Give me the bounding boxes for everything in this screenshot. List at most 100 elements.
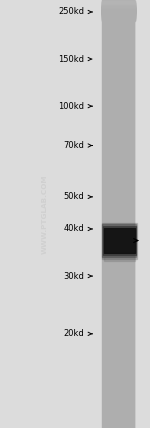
Bar xyxy=(102,9,135,19)
Bar xyxy=(102,6,135,16)
Bar xyxy=(103,0,117,428)
Bar xyxy=(102,9,135,20)
Bar xyxy=(103,0,122,428)
Bar xyxy=(102,224,136,257)
Bar xyxy=(103,0,123,428)
Bar xyxy=(103,0,116,428)
Bar xyxy=(102,9,135,20)
Bar xyxy=(103,0,109,428)
Bar xyxy=(103,0,126,428)
Bar xyxy=(103,0,123,428)
Bar xyxy=(103,0,130,428)
Bar xyxy=(102,0,135,11)
Bar xyxy=(102,10,135,20)
Bar xyxy=(102,8,135,18)
Text: WWW.PTGLAB.COM: WWW.PTGLAB.COM xyxy=(42,174,48,254)
Bar xyxy=(102,2,135,13)
Bar xyxy=(103,0,127,428)
Text: 20kd: 20kd xyxy=(63,329,84,339)
Bar xyxy=(103,0,125,428)
Bar xyxy=(103,0,106,428)
Bar xyxy=(103,0,111,428)
Bar xyxy=(102,3,135,13)
Bar xyxy=(102,0,103,428)
Bar xyxy=(102,8,135,18)
Bar xyxy=(102,1,135,12)
Bar xyxy=(103,0,104,428)
Bar xyxy=(103,0,132,428)
Bar xyxy=(102,10,135,21)
Bar xyxy=(102,6,135,17)
Bar xyxy=(102,7,135,18)
Bar xyxy=(102,2,135,12)
Bar xyxy=(102,10,135,21)
Bar xyxy=(103,0,105,428)
Bar xyxy=(103,0,127,428)
Bar xyxy=(102,4,135,15)
Bar xyxy=(102,8,135,19)
Bar xyxy=(102,5,135,15)
Bar xyxy=(102,0,135,11)
Bar xyxy=(102,4,135,15)
Bar xyxy=(103,0,114,428)
Text: 250kd: 250kd xyxy=(58,7,84,17)
Bar xyxy=(103,0,117,428)
Bar xyxy=(103,0,107,428)
Bar xyxy=(103,0,114,428)
Bar xyxy=(103,0,121,428)
Bar xyxy=(103,0,128,428)
Text: 70kd: 70kd xyxy=(63,141,84,150)
Text: 150kd: 150kd xyxy=(58,54,84,64)
Bar xyxy=(102,7,135,18)
Bar xyxy=(103,0,111,428)
Bar xyxy=(103,0,108,428)
Bar xyxy=(103,0,131,428)
Text: 50kd: 50kd xyxy=(63,192,84,202)
Bar xyxy=(103,0,112,428)
Bar xyxy=(102,10,135,21)
Bar xyxy=(103,0,134,428)
Bar xyxy=(103,0,110,428)
Bar xyxy=(102,6,135,16)
Bar xyxy=(102,8,135,19)
Bar xyxy=(103,0,110,428)
Bar xyxy=(103,0,119,428)
Bar xyxy=(102,4,135,15)
Bar xyxy=(103,0,132,428)
Bar xyxy=(103,0,120,428)
Bar xyxy=(103,0,133,428)
Bar xyxy=(102,5,135,15)
Bar xyxy=(102,1,135,12)
Bar xyxy=(103,0,126,428)
Bar xyxy=(102,6,135,17)
Bar xyxy=(102,7,135,18)
Bar xyxy=(103,226,136,255)
Bar xyxy=(103,0,104,428)
Bar xyxy=(103,256,135,261)
Bar xyxy=(103,0,120,428)
Bar xyxy=(102,9,135,20)
Bar xyxy=(102,1,135,12)
Text: 40kd: 40kd xyxy=(63,224,84,234)
Text: 100kd: 100kd xyxy=(58,101,84,111)
Bar xyxy=(102,3,135,14)
Bar xyxy=(102,5,135,16)
Bar xyxy=(103,0,128,428)
Bar xyxy=(103,0,106,428)
Bar xyxy=(103,0,118,428)
Bar xyxy=(103,0,115,428)
Bar xyxy=(103,0,134,428)
Bar xyxy=(103,0,105,428)
Bar xyxy=(103,0,122,428)
Bar xyxy=(102,2,135,12)
Bar xyxy=(103,0,113,428)
Bar xyxy=(103,0,124,428)
Bar xyxy=(103,0,112,428)
Bar xyxy=(103,0,109,428)
Bar xyxy=(102,3,135,14)
Bar xyxy=(103,0,129,428)
Bar xyxy=(103,0,121,428)
Bar xyxy=(103,0,129,428)
Bar xyxy=(102,0,135,11)
Bar xyxy=(102,3,135,13)
